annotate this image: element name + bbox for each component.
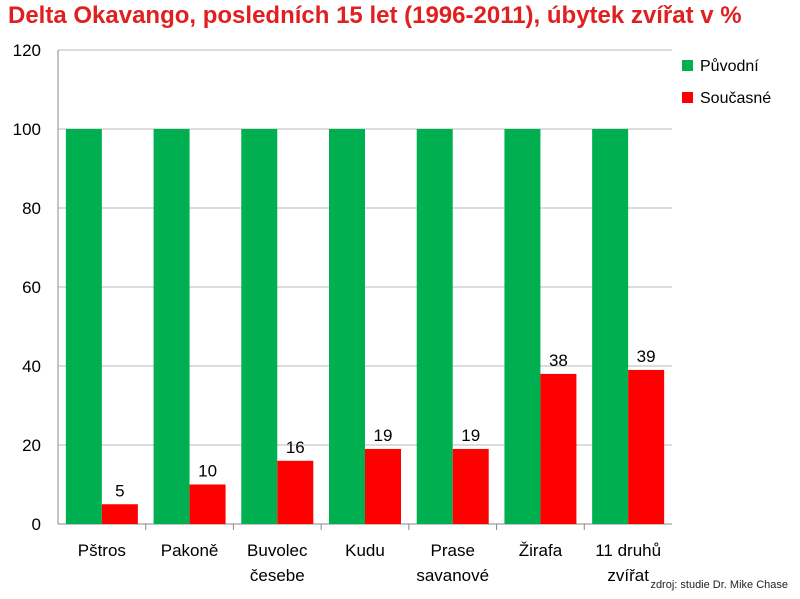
legend-label-puvodni: Původní: [700, 57, 759, 75]
x-tick-label: Pštros: [78, 541, 126, 560]
x-tick-label: zvířat: [607, 566, 649, 585]
y-tick-label: 120: [13, 41, 41, 60]
legend-label-soucasne: Současné: [700, 90, 771, 107]
x-tick-label: savanové: [416, 566, 489, 585]
y-tick-label: 60: [22, 278, 41, 297]
y-tick-label: 40: [22, 357, 41, 376]
y-tick-label: 100: [13, 120, 41, 139]
source-note: zdroj: studie Dr. Mike Chase: [650, 579, 788, 591]
bar-soucasne: [277, 460, 314, 524]
y-tick-label: 20: [22, 436, 41, 455]
bar-soucasne: [365, 448, 401, 524]
data-label: 16: [286, 438, 305, 457]
data-label: 10: [198, 462, 217, 481]
y-tick-label: 80: [22, 199, 41, 218]
x-tick-label: česebe: [250, 566, 305, 585]
bar-puvodni: [592, 129, 629, 524]
data-label: 5: [115, 481, 124, 500]
bar-soucasne: [189, 484, 226, 524]
bar-puvodni: [153, 129, 190, 524]
legend-swatch-puvodni: [682, 60, 693, 71]
bar-puvodni: [504, 129, 541, 524]
bar-puvodni: [65, 129, 102, 524]
legend-swatch-soucasne: [682, 92, 693, 103]
data-label: 19: [461, 426, 480, 445]
bar-puvodni: [241, 129, 278, 524]
bar-soucasne: [540, 373, 577, 524]
x-tick-label: Pakoně: [161, 541, 219, 560]
chart-title: Delta Okavango, posledních 15 let (1996-…: [8, 2, 742, 29]
data-label: 38: [549, 351, 568, 370]
x-tick-label: Kudu: [345, 541, 385, 560]
x-tick-label: Žirafa: [519, 541, 563, 560]
y-tick-label: 0: [32, 515, 41, 534]
bar-puvodni: [416, 129, 453, 524]
bar-soucasne: [452, 448, 489, 524]
bar-puvodni: [329, 129, 365, 524]
x-tick-label: 11 druhů: [595, 541, 661, 560]
x-tick-label: Buvolec: [247, 541, 308, 560]
x-tick-label: Prase: [431, 541, 475, 560]
bar-soucasne: [628, 369, 665, 524]
data-label: 39: [637, 347, 656, 366]
data-label: 19: [374, 426, 393, 445]
bar-soucasne: [101, 504, 138, 524]
